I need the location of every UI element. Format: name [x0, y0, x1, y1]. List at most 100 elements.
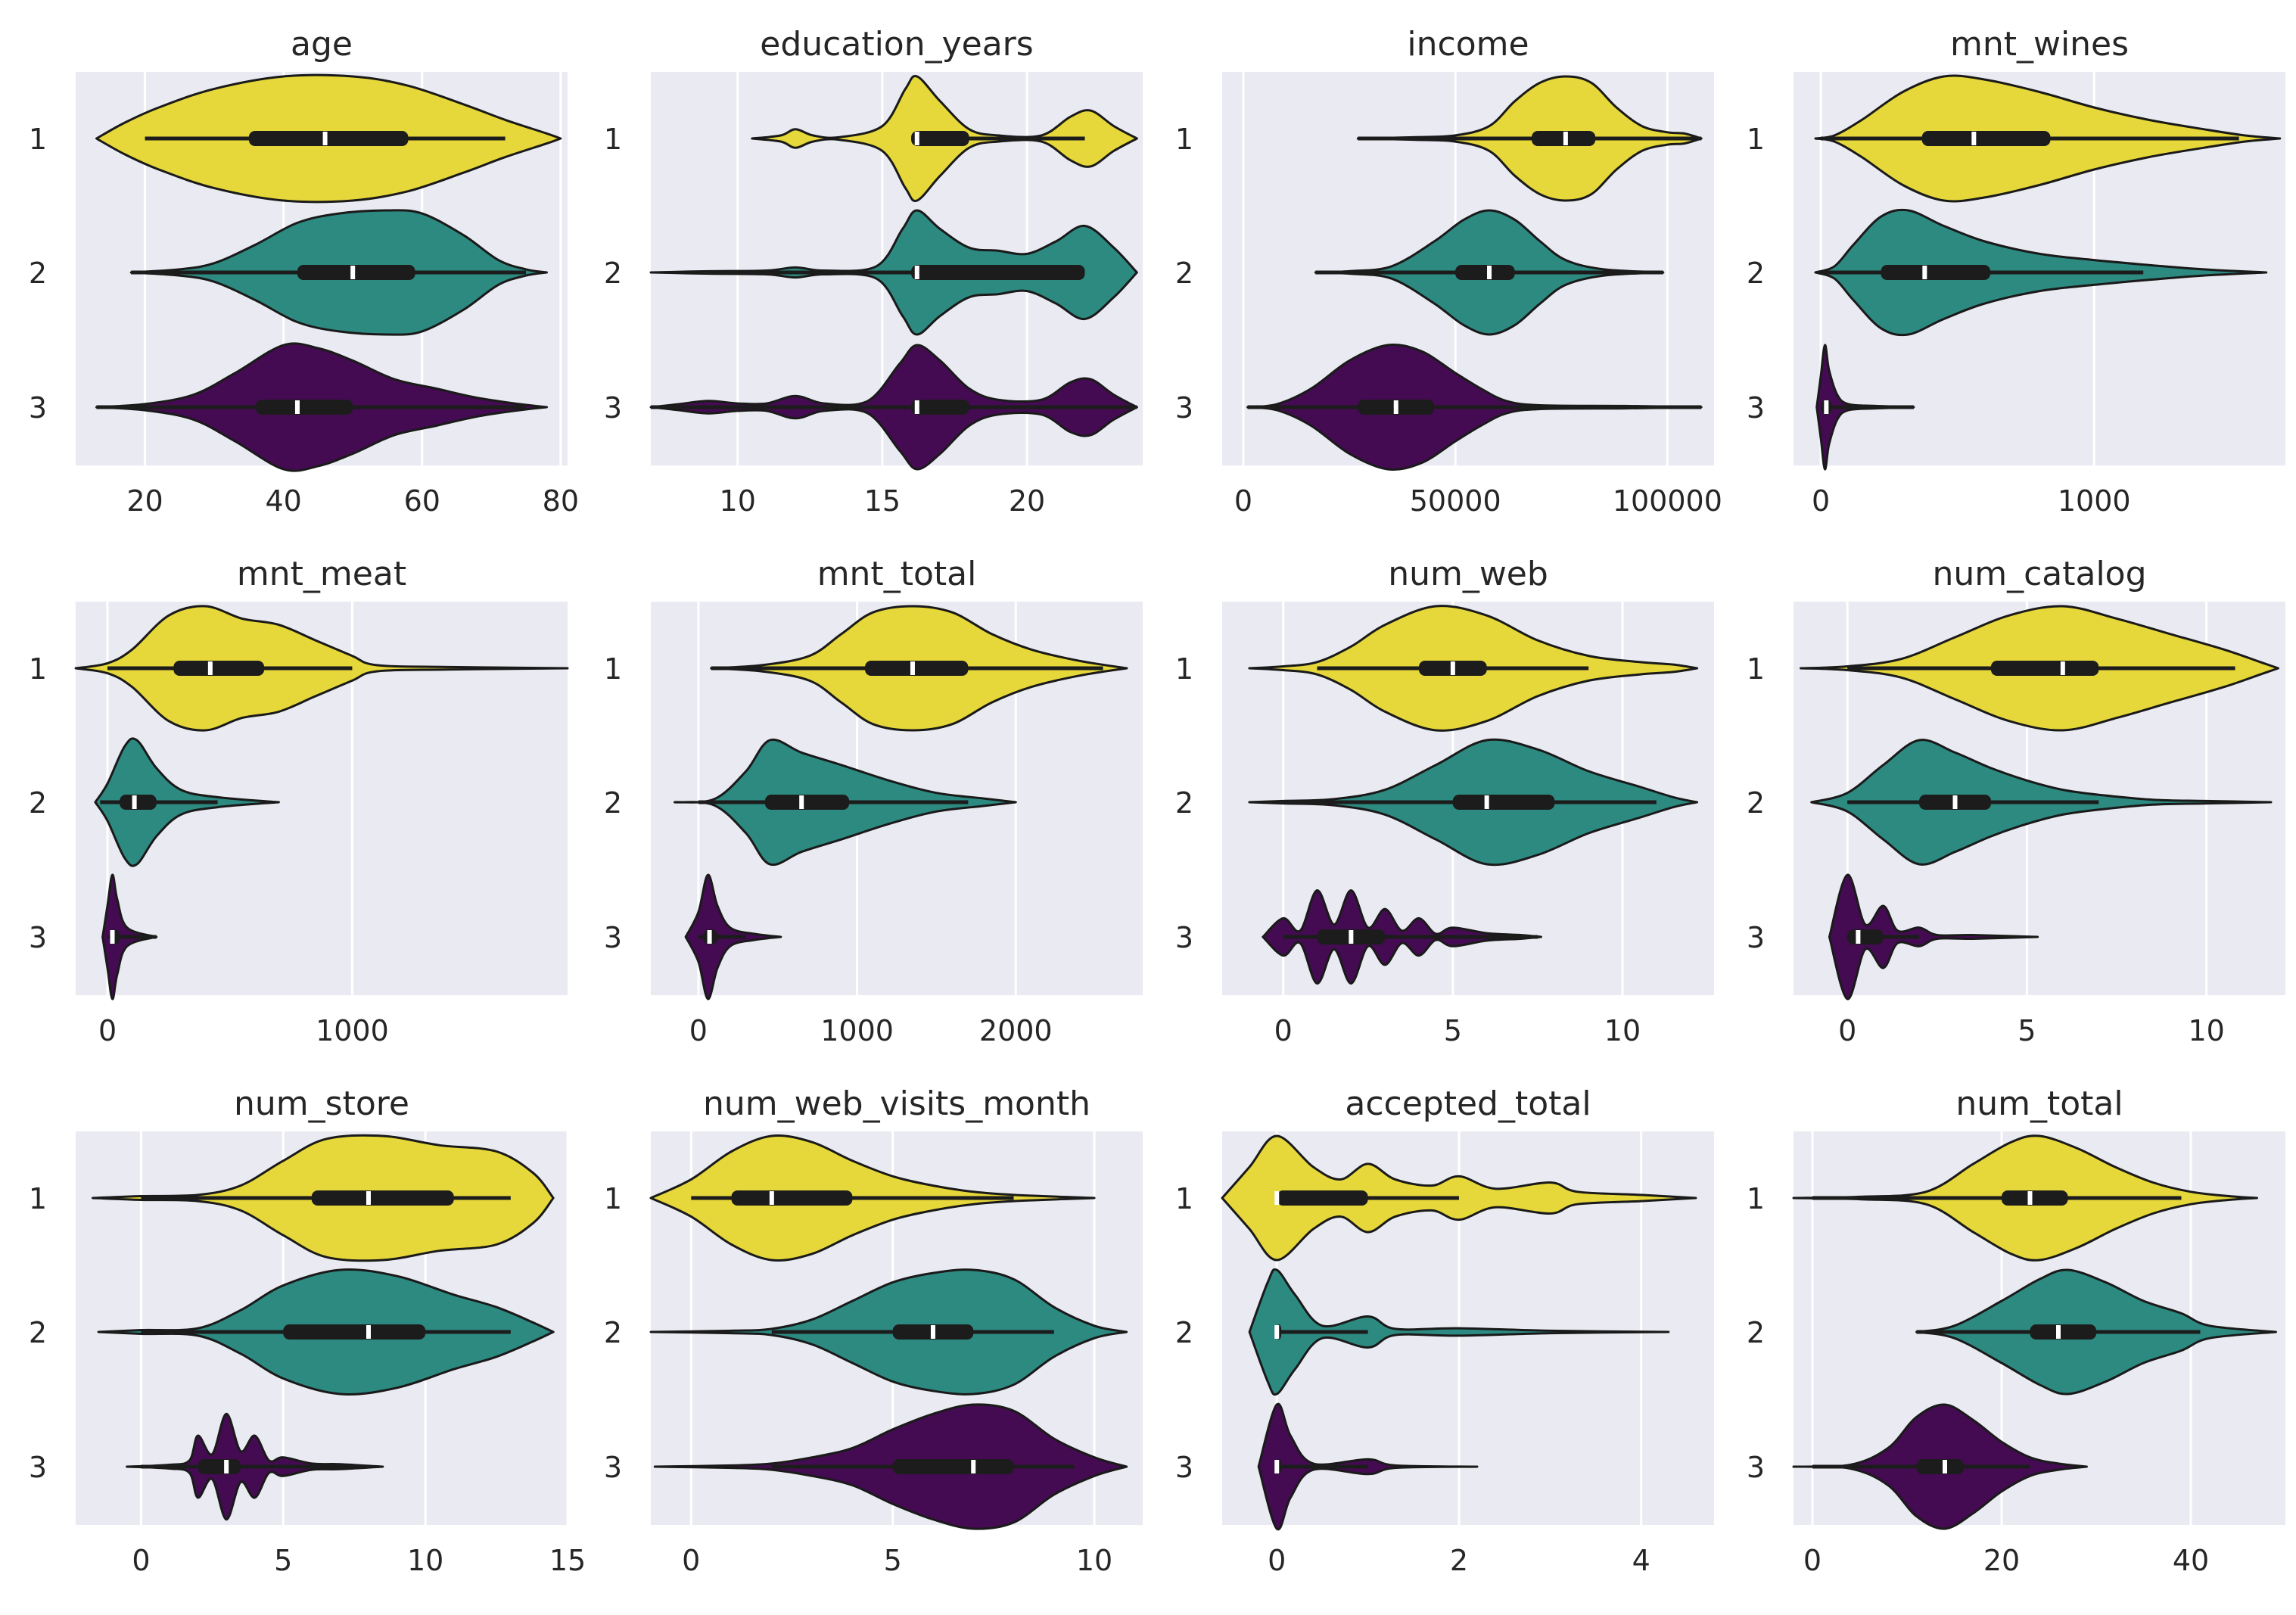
x-tick-label: 80	[543, 484, 579, 518]
y-tick-label: 1	[1175, 1182, 1193, 1215]
violin-iqr-box	[1881, 265, 1990, 280]
violin-iqr-box	[1455, 265, 1515, 280]
violin-median-marker	[1563, 132, 1568, 145]
panel-title: num_catalog	[1932, 555, 2146, 593]
y-tick-label: 2	[1175, 257, 1193, 290]
y-tick-label: 2	[29, 257, 47, 290]
y-tick-label: 1	[1175, 652, 1193, 686]
x-tick-label: 100000	[1613, 484, 1722, 518]
y-tick-label: 2	[29, 786, 47, 820]
violin-iqr-box	[283, 1324, 426, 1340]
y-tick-label: 2	[1747, 786, 1765, 820]
y-tick-label: 2	[29, 1316, 47, 1349]
x-tick-label: 0	[98, 1014, 117, 1047]
x-tick-label: 20	[1009, 484, 1045, 518]
panel-title: mnt_wines	[1950, 25, 2129, 64]
y-tick-label: 3	[29, 391, 47, 425]
x-tick-label: 0	[1812, 484, 1830, 518]
violin-iqr-box	[120, 795, 157, 810]
x-tick-label: 10	[720, 484, 756, 518]
y-tick-label: 3	[1175, 921, 1193, 954]
violin-median-marker	[2027, 1191, 2033, 1205]
y-tick-label: 1	[1747, 123, 1765, 156]
x-tick-label: 10	[1076, 1544, 1112, 1577]
panel-title: mnt_total	[817, 555, 977, 593]
y-tick-label: 3	[1747, 391, 1765, 425]
panel-age: 20 40 60 80 age 1 2 3	[29, 25, 579, 518]
panel-num-catalog: 0 5 10 num_catalog 1 2 3	[1747, 555, 2285, 1047]
violin-median-marker	[366, 1325, 371, 1339]
y-tick-label: 2	[1747, 1316, 1765, 1349]
violin-iqr-box	[256, 400, 353, 415]
x-tick-label: 1000	[820, 1014, 894, 1047]
y-tick-label: 3	[1175, 391, 1193, 425]
violin-iqr-box	[198, 1459, 241, 1474]
x-tick-label: 2000	[979, 1014, 1053, 1047]
y-tick-label: 2	[604, 786, 622, 820]
violin-median-marker	[350, 266, 356, 279]
y-tick-label: 3	[604, 921, 622, 954]
x-tick-label: 60	[404, 484, 440, 518]
x-tick-label: 0	[682, 1544, 700, 1577]
violin-median-marker	[707, 930, 712, 944]
violin-iqr-box	[731, 1190, 853, 1206]
y-tick-label: 1	[29, 1182, 47, 1215]
y-tick-label: 2	[1175, 1316, 1193, 1349]
y-tick-label: 3	[1175, 1451, 1193, 1484]
y-tick-label: 3	[29, 1451, 47, 1484]
x-tick-label: 40	[2173, 1544, 2209, 1577]
violin-median-marker	[914, 400, 919, 414]
y-tick-label: 3	[604, 391, 622, 425]
x-tick-label: 10	[1604, 1014, 1641, 1047]
violin-median-marker	[1922, 266, 1927, 279]
x-tick-label: 0	[1268, 1544, 1286, 1577]
x-tick-label: 0	[1274, 1014, 1293, 1047]
violin-median-marker	[1450, 661, 1455, 675]
panel-mnt-wines: 0 1000 mnt_wines 1 2 3	[1747, 25, 2285, 518]
panel-title: education_years	[760, 25, 1033, 64]
violin-median-marker	[930, 1325, 935, 1339]
x-tick-label: 5	[2018, 1014, 2036, 1047]
violin-iqr-box	[911, 400, 969, 415]
violin-iqr-box	[892, 1459, 1014, 1474]
x-tick-label: 40	[265, 484, 301, 518]
violin-median-marker	[1274, 1460, 1280, 1473]
panel-title: mnt_meat	[237, 555, 406, 593]
x-tick-label: 0	[132, 1544, 150, 1577]
violin-iqr-box	[1847, 929, 1884, 944]
y-tick-label: 3	[29, 921, 47, 954]
violin-median-marker	[207, 661, 213, 675]
y-tick-label: 2	[604, 1316, 622, 1349]
violin-iqr-box	[311, 1190, 454, 1206]
violin-body	[1248, 1268, 1670, 1396]
violin-median-marker	[1943, 1460, 1947, 1473]
panel-income: 0 50000 100000 income 1 2 3	[1175, 25, 1722, 518]
panel-title: accepted_total	[1345, 1084, 1591, 1123]
panel-num-web-visits-month: 0 5 10 num_web_visits_month 1 2 3	[604, 1084, 1143, 1577]
x-tick-label: 20	[1983, 1544, 2020, 1577]
x-tick-label: 10	[2188, 1014, 2224, 1047]
violin-median-marker	[2060, 661, 2065, 675]
y-tick-label: 1	[1747, 652, 1765, 686]
x-tick-label: 0	[1803, 1544, 1822, 1577]
panel-title: num_total	[1955, 1084, 2123, 1123]
violin-iqr-box	[1921, 131, 2051, 146]
y-tick-label: 1	[604, 652, 622, 686]
violin-median-marker	[799, 795, 804, 809]
violin-iqr-box	[1452, 795, 1555, 810]
violin-iqr-box	[1916, 1459, 1964, 1474]
y-tick-label: 3	[1747, 921, 1765, 954]
violin-iqr-box	[2002, 1190, 2068, 1206]
violin-median-marker	[914, 266, 919, 279]
x-tick-label: 50000	[1410, 484, 1501, 518]
y-tick-label: 1	[604, 1182, 622, 1215]
y-tick-label: 1	[1175, 123, 1193, 156]
violin-median-marker	[1274, 1191, 1280, 1205]
violin-iqr-box	[865, 661, 969, 676]
violin-median-marker	[1856, 930, 1861, 944]
y-tick-label: 2	[1747, 257, 1765, 290]
violin-median-marker	[366, 1191, 371, 1205]
y-tick-label: 2	[604, 257, 622, 290]
x-tick-label: 1000	[2058, 484, 2131, 518]
y-tick-label: 1	[29, 652, 47, 686]
